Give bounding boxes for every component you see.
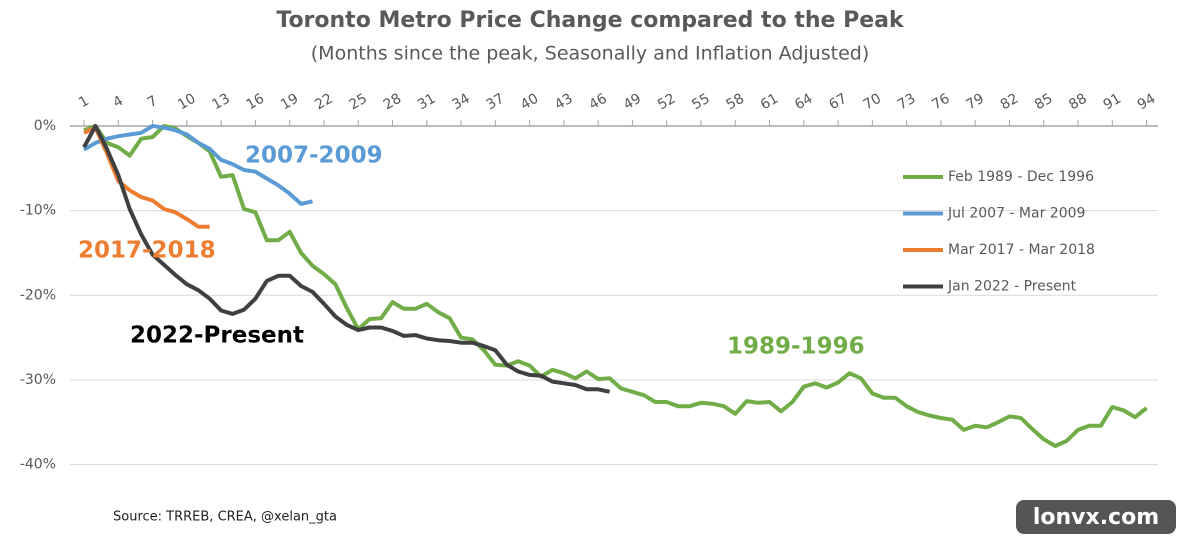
chart-subtitle: (Months since the peak, Seasonally and I… — [311, 43, 869, 65]
source: Source: TRREB, CREA, @xelan_gta — [113, 510, 337, 525]
x-tick-label: 1 — [76, 93, 92, 111]
x-tick-label: 7 — [145, 93, 161, 111]
series-line — [82, 124, 611, 394]
x-tick-label: 25 — [347, 91, 370, 114]
x-tick-label: 13 — [209, 91, 232, 114]
x-tick-label: 16 — [244, 91, 268, 114]
x-tick-label: 43 — [552, 91, 575, 114]
y-tick-label: -10% — [20, 203, 56, 219]
x-tick-label: 10 — [175, 91, 198, 114]
x-tick-label: 4 — [110, 93, 126, 111]
y-tick-label: -20% — [20, 287, 56, 303]
legend-label: Jul 2007 - Mar 2009 — [947, 206, 1085, 222]
y-tick-label: -40% — [20, 457, 56, 473]
series-line — [83, 124, 1148, 448]
y-tick-label: -30% — [20, 372, 56, 388]
series-line — [82, 124, 313, 206]
x-tick-label: 46 — [586, 91, 610, 114]
x-tick-label: 67 — [826, 91, 849, 114]
watermark: lonvx.com — [1033, 505, 1159, 530]
x-tick-label: 49 — [621, 91, 644, 114]
annotation: 2017-2018 — [78, 238, 216, 264]
x-tick-label: 64 — [792, 91, 816, 114]
x-tick-label: 91 — [1101, 91, 1124, 114]
x-tick-label: 94 — [1135, 91, 1159, 114]
annotation: 2022-Present — [130, 323, 304, 349]
x-tick-label: 70 — [861, 91, 884, 114]
x-tick-label: 85 — [1032, 91, 1055, 114]
x-tick-label: 58 — [724, 91, 747, 114]
annotation: 2007-2009 — [245, 143, 383, 169]
annotation: 1989-1996 — [727, 334, 865, 360]
x-tick-label: 79 — [963, 91, 986, 114]
x-tick-label: 31 — [415, 91, 438, 114]
legend-label: Mar 2017 - Mar 2018 — [948, 242, 1095, 258]
x-tick-label: 28 — [381, 91, 404, 114]
x-tick-label: 34 — [449, 91, 473, 114]
x-tick-label: 82 — [998, 91, 1021, 114]
x-tick-label: 61 — [758, 91, 781, 114]
x-tick-label: 40 — [518, 91, 541, 114]
watermark-box — [1016, 500, 1176, 534]
x-tick-label: 55 — [689, 91, 712, 114]
y-tick-label: 0% — [34, 118, 56, 134]
legend-label: Feb 1989 - Dec 1996 — [948, 169, 1094, 185]
x-tick-label: 76 — [929, 91, 953, 114]
x-tick-label: 19 — [278, 91, 301, 114]
legend-label: Jan 2022 - Present — [947, 279, 1077, 295]
chart-title: Toronto Metro Price Change compared to t… — [276, 8, 905, 33]
x-tick-label: 52 — [655, 91, 678, 114]
x-tick-label: 73 — [895, 91, 918, 114]
x-tick-label: 22 — [312, 91, 335, 114]
x-tick-label: 37 — [484, 91, 507, 114]
x-tick-label: 88 — [1066, 91, 1089, 114]
